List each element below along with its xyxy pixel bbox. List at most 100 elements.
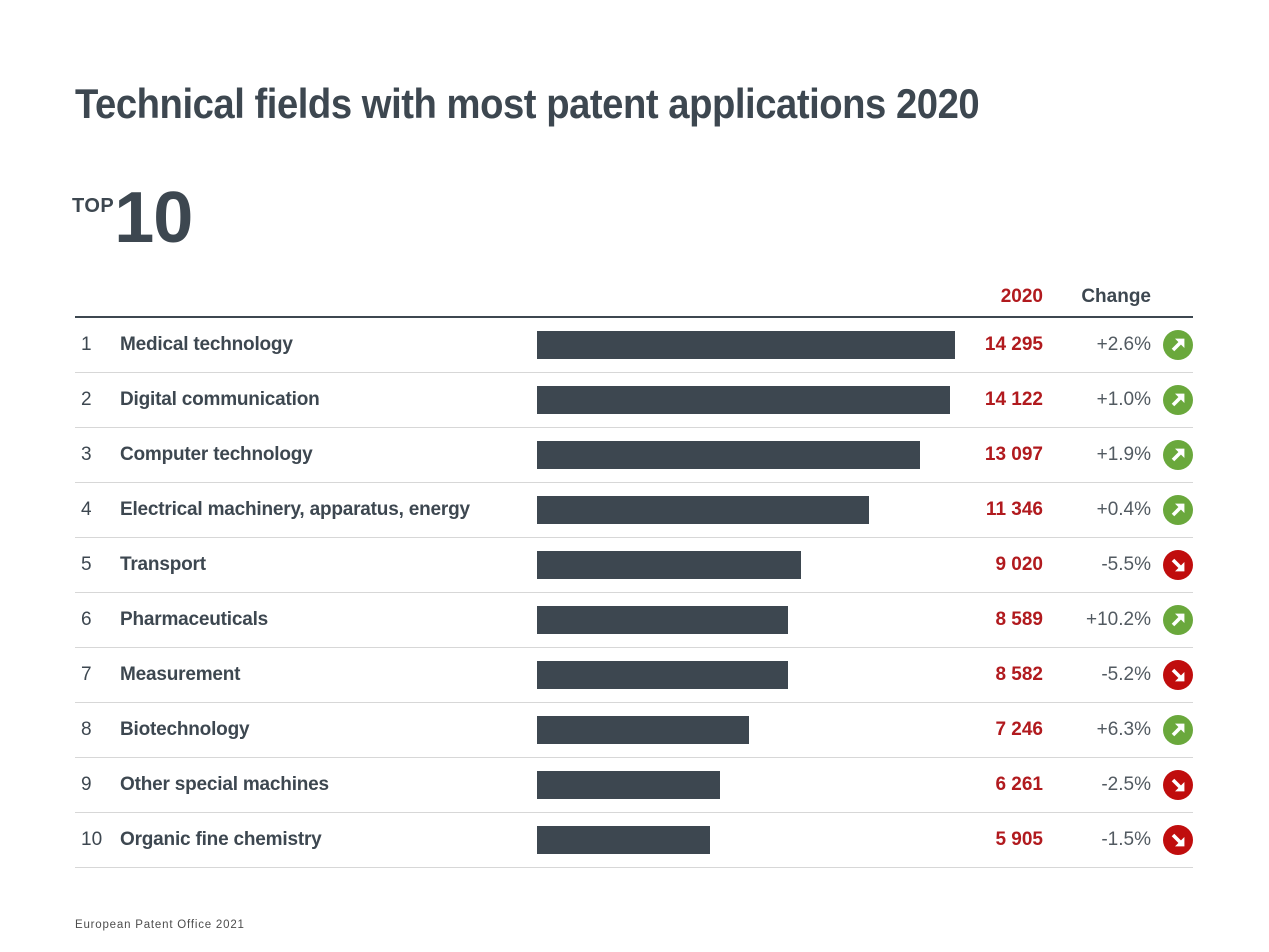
trend-cell [1151,330,1193,360]
table-header-row: 2020 Change [75,272,1193,318]
value-bar [537,716,749,744]
value-cell: 6 261 [995,774,1043,795]
trend-up-icon [1163,715,1193,745]
trend-down-icon [1163,550,1193,580]
trend-down-icon [1163,825,1193,855]
trend-down-icon [1163,770,1193,800]
change-cell: +1.9% [1096,444,1151,465]
trend-cell [1151,385,1193,415]
change-cell: +2.6% [1096,334,1151,355]
table-row: 2 Digital communication 14 122 +1.0% [75,373,1193,428]
value-cell: 7 246 [995,719,1043,740]
trend-cell [1151,605,1193,635]
trend-up-icon [1163,495,1193,525]
field-label: Medical technology [120,334,293,355]
top-number: 10 [114,178,193,258]
footer-attribution: European Patent Office 2021 [75,919,245,931]
table-row: 1 Medical technology 14 295 +2.6% [75,318,1193,373]
value-bar [537,496,869,524]
value-cell: 13 097 [984,444,1043,465]
trend-cell [1151,770,1193,800]
rank-cell: 1 [81,334,92,355]
value-bar [537,771,720,799]
bar-cell [537,826,958,854]
bar-cell [537,771,958,799]
trend-down-icon [1163,660,1193,690]
value-cell: 9 020 [995,554,1043,575]
field-label: Measurement [120,664,241,685]
rank-cell: 3 [81,444,92,465]
change-cell: +1.0% [1096,389,1151,410]
bar-cell [537,441,958,469]
top-label: TOP [72,195,115,217]
patent-table: 2020 Change 1 Medical technology 14 295 … [75,272,1193,868]
field-label: Biotechnology [120,719,250,740]
trend-cell [1151,550,1193,580]
field-label: Digital communication [120,389,320,410]
value-cell: 11 346 [985,499,1043,520]
bar-cell [537,386,958,414]
change-cell: +10.2% [1086,609,1151,630]
table-row: 3 Computer technology 13 097 +1.9% [75,428,1193,483]
top-10-badge: TOP 10 [72,178,193,258]
change-cell: +0.4% [1096,499,1151,520]
rank-cell: 8 [81,719,92,740]
rank-cell: 2 [81,389,92,410]
trend-cell [1151,715,1193,745]
field-label: Pharmaceuticals [120,609,269,630]
trend-cell [1151,440,1193,470]
field-label: Computer technology [120,444,313,465]
bar-cell [537,716,958,744]
bar-cell [537,551,958,579]
table-row: 9 Other special machines 6 261 -2.5% [75,758,1193,813]
rank-cell: 4 [81,499,92,520]
value-bar [537,661,788,689]
rank-cell: 7 [81,664,92,685]
value-cell: 14 295 [984,334,1043,355]
rank-cell: 10 [81,829,103,850]
header-change: Change [1081,286,1151,307]
change-cell: -2.5% [1101,774,1151,795]
trend-up-icon [1163,605,1193,635]
header-2020: 2020 [1000,286,1043,307]
trend-cell [1151,495,1193,525]
table-row: 5 Transport 9 020 -5.5% [75,538,1193,593]
trend-up-icon [1163,385,1193,415]
table-row: 8 Biotechnology 7 246 +6.3% [75,703,1193,758]
rank-cell: 6 [81,609,92,630]
change-cell: -5.5% [1101,554,1151,575]
change-cell: -5.2% [1101,664,1151,685]
field-label: Transport [120,554,206,575]
value-cell: 8 589 [995,609,1043,630]
trend-cell [1151,825,1193,855]
rank-cell: 9 [81,774,92,795]
rank-cell: 5 [81,554,92,575]
field-label: Electrical machinery, apparatus, energy [120,499,470,520]
trend-up-icon [1163,440,1193,470]
bar-cell [537,661,958,689]
value-cell: 14 122 [984,389,1043,410]
value-bar [537,386,950,414]
value-bar [537,331,955,359]
trend-cell [1151,660,1193,690]
page-title: Technical fields with most patent applic… [75,80,980,127]
change-cell: +6.3% [1096,719,1151,740]
bar-cell [537,496,958,524]
value-cell: 8 582 [995,664,1043,685]
value-cell: 5 905 [995,829,1043,850]
value-bar [537,606,788,634]
trend-up-icon [1163,330,1193,360]
field-label: Organic fine chemistry [120,829,322,850]
bar-cell [537,606,958,634]
bar-cell [537,331,958,359]
value-bar [537,441,920,469]
table-row: 4 Electrical machinery, apparatus, energ… [75,483,1193,538]
table-row: 7 Measurement 8 582 -5.2% [75,648,1193,703]
value-bar [537,551,801,579]
table-row: 10 Organic fine chemistry 5 905 -1.5% [75,813,1193,868]
value-bar [537,826,710,854]
change-cell: -1.5% [1101,829,1151,850]
table-row: 6 Pharmaceuticals 8 589 +10.2% [75,593,1193,648]
table-body: 1 Medical technology 14 295 +2.6% 2 Digi… [75,318,1193,868]
